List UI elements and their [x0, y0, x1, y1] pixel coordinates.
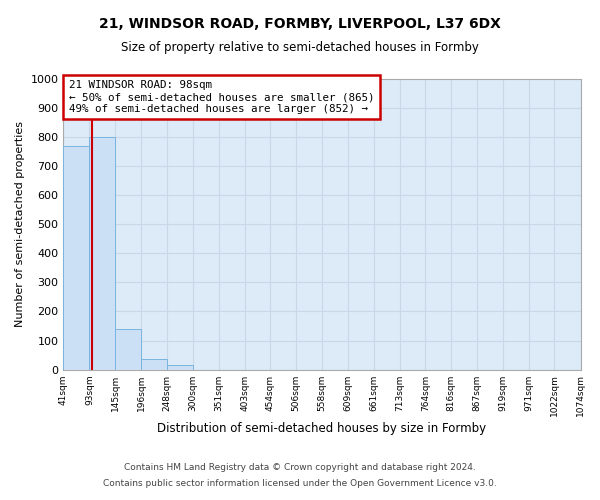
Bar: [141, 360, 167, 370]
Bar: [64, 146, 89, 370]
Text: 21 WINDSOR ROAD: 98sqm
← 50% of semi-detached houses are smaller (865)
49% of se: 21 WINDSOR ROAD: 98sqm ← 50% of semi-det…: [68, 80, 374, 114]
Text: Contains public sector information licensed under the Open Government Licence v3: Contains public sector information licen…: [103, 478, 497, 488]
Bar: [89, 137, 115, 370]
Y-axis label: Number of semi-detached properties: Number of semi-detached properties: [15, 122, 25, 328]
X-axis label: Distribution of semi-detached houses by size in Formby: Distribution of semi-detached houses by …: [157, 422, 487, 435]
Text: Contains HM Land Registry data © Crown copyright and database right 2024.: Contains HM Land Registry data © Crown c…: [124, 464, 476, 472]
Text: 21, WINDSOR ROAD, FORMBY, LIVERPOOL, L37 6DX: 21, WINDSOR ROAD, FORMBY, LIVERPOOL, L37…: [99, 18, 501, 32]
Text: Size of property relative to semi-detached houses in Formby: Size of property relative to semi-detach…: [121, 41, 479, 54]
Bar: [115, 329, 141, 370]
Bar: [167, 365, 193, 370]
